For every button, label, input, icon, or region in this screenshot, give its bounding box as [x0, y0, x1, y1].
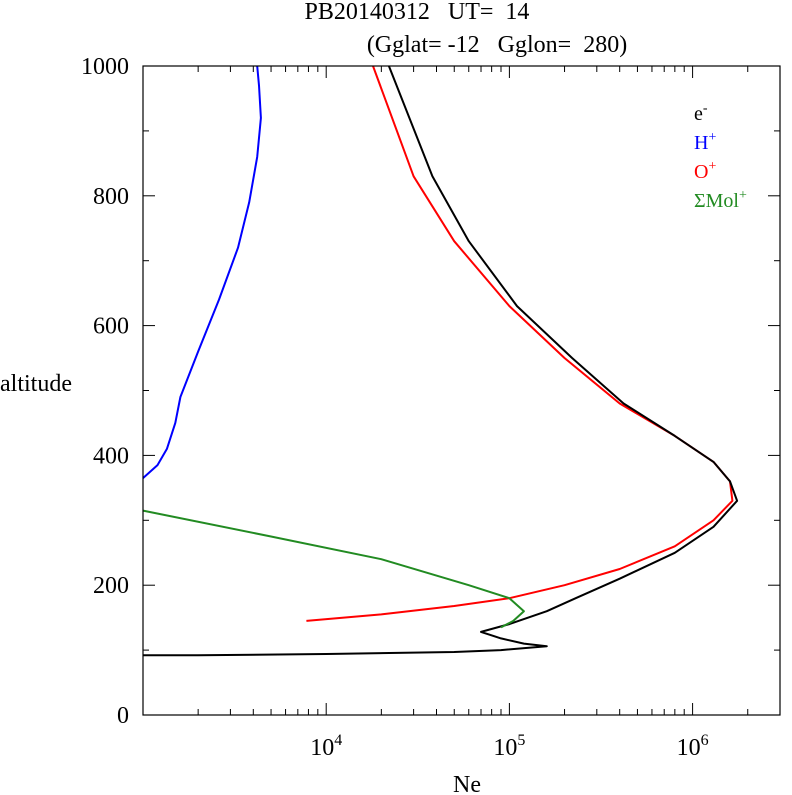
y-tick-label: 200	[93, 573, 129, 599]
x-tick-label: 104	[310, 732, 342, 761]
legend-entry-o: O+	[694, 159, 716, 183]
y-tick-label: 400	[93, 443, 129, 469]
legend-entry-mol: ΣMol+	[694, 188, 747, 212]
legend-entry-e: e-	[694, 101, 708, 125]
legend-entry-h: H+	[694, 130, 716, 154]
y-tick-label: 1000	[81, 54, 129, 80]
x-axis-label: Ne	[453, 772, 481, 795]
y-axis-label: altitude	[0, 371, 72, 397]
y-tick-label: 800	[93, 184, 129, 210]
chart-title-line2: (Gglat= -12 Gglon= 280)	[367, 32, 627, 58]
y-tick-label: 600	[93, 314, 129, 340]
series-line-mol	[142, 509, 525, 629]
legend: e- H+ O+ ΣMol+	[694, 101, 747, 212]
plot-frame	[142, 65, 781, 716]
series-line-o	[306, 65, 734, 622]
y-tick-label: 0	[117, 703, 129, 729]
x-tick-label: 105	[493, 732, 525, 761]
series-line-h	[142, 65, 262, 479]
series-line-e	[143, 65, 739, 657]
x-tick-label: 106	[677, 732, 709, 761]
chart-title-line1: PB20140312 UT= 14	[305, 0, 530, 25]
